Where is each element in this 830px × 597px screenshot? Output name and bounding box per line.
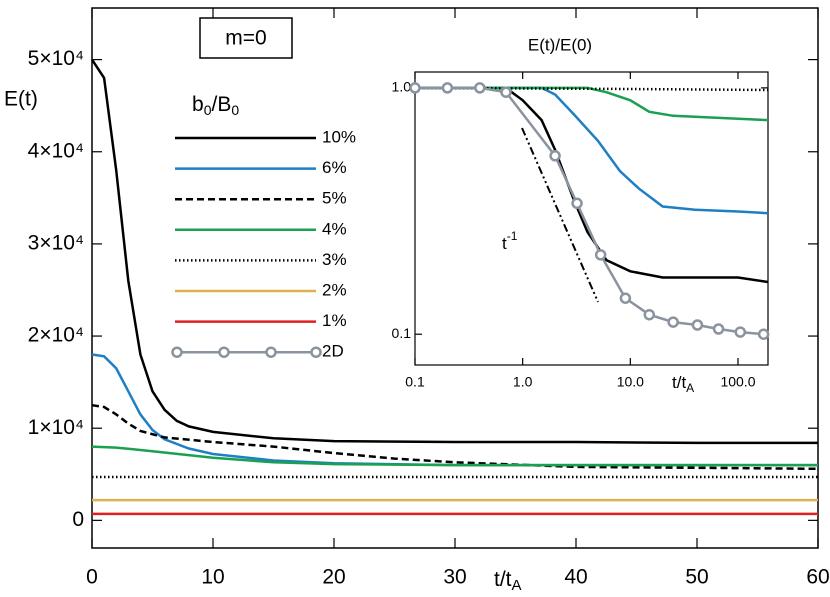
series-line	[415, 86, 769, 284]
series-line	[415, 86, 769, 215]
slope-exponent: -1	[507, 229, 518, 243]
series-point	[500, 86, 512, 98]
plot-area-0: 0 10 20 30 40 50 60 0 1×10⁴ 2×10⁴ 3×10⁴ 4×10⁴ 5×10⁴	[28, 8, 830, 589]
y-tick-label: 2×10⁴	[28, 324, 84, 347]
series-point	[691, 319, 704, 331]
plot-area-1: 0.1 1.0 10.0 100.0 1.0 0.1	[392, 72, 770, 390]
x-tick-label: 30	[443, 566, 466, 589]
y-tick-label: 0.1	[392, 325, 412, 341]
legend-label: 1%	[322, 311, 347, 330]
y-tick-label: 1.0	[392, 79, 412, 95]
inset-x-label-sub: A	[686, 381, 694, 395]
legend-label: 6%	[322, 158, 347, 177]
x-tick-label: 20	[322, 566, 345, 589]
y-tick-label: 4×10⁴	[28, 139, 84, 162]
legend-title-sub: 0	[204, 102, 212, 118]
annotation-box	[199, 17, 293, 59]
series-line	[91, 403, 819, 471]
series-point	[441, 82, 454, 94]
series-line	[91, 353, 818, 467]
legend-label: 2D	[322, 342, 344, 361]
inset-title: E(t)/E(0)	[528, 35, 592, 54]
series-point	[409, 82, 421, 94]
x-tick-label: 40	[564, 566, 587, 589]
series-line	[415, 86, 769, 122]
series-point	[594, 249, 607, 261]
y-tick-label: 0	[72, 508, 84, 531]
inset-frame	[414, 71, 769, 366]
series-point	[549, 150, 561, 162]
x-tick-label: 10	[201, 566, 224, 589]
legend-marker	[218, 346, 230, 358]
legend-label: 5%	[322, 189, 347, 208]
y-tick-label: 5×10⁴	[28, 47, 84, 70]
x-axis-label-main: t/t	[494, 568, 512, 591]
x-tick-label: 50	[685, 566, 708, 589]
series-point	[619, 292, 632, 304]
series-point	[757, 328, 770, 340]
legend-title-sub: 0	[231, 102, 239, 118]
legend-marker	[310, 346, 322, 358]
series-point	[712, 323, 725, 335]
legend-label: 4%	[322, 219, 347, 238]
legend-marker	[265, 346, 277, 358]
x-axis-label: t/tA	[494, 568, 522, 594]
legend-label: 3%	[322, 250, 347, 269]
y-tick-label: 3×10⁴	[28, 231, 84, 254]
y-axis-label: E(t)	[4, 88, 38, 111]
y-tick-label: 1×10⁴	[28, 416, 84, 439]
legend-title-part: /B	[211, 93, 231, 116]
slope-guide	[521, 127, 599, 303]
legend-label: 10%	[322, 127, 356, 146]
x-tick-label: 0	[86, 566, 98, 589]
series-line	[91, 445, 818, 467]
series-point	[571, 197, 583, 210]
series-point	[734, 326, 747, 338]
x-axis-label-sub: A	[512, 577, 522, 594]
legend-marker	[171, 346, 183, 358]
slope-label: t	[502, 234, 507, 253]
x-tick-label: 10.0	[617, 374, 644, 390]
x-tick-label: 0.1	[405, 374, 425, 390]
series-point	[643, 308, 656, 321]
series-point	[474, 82, 486, 94]
legend: 10% 6% 5% 4% 3% 2% 1% 2D	[171, 127, 356, 361]
x-tick-label: 1.0	[513, 374, 533, 390]
inset-x-axis-label: t/tA	[672, 373, 694, 395]
x-tick-label: 100.0	[720, 374, 755, 390]
slope-annotation: t-1	[502, 229, 518, 253]
series-line	[90, 58, 818, 445]
legend-title: b0/B0	[192, 93, 239, 118]
annotation: m=0	[225, 27, 266, 50]
legend-title-part: b	[192, 93, 204, 116]
series-point	[667, 316, 679, 328]
inset-x-label-main: t/t	[672, 373, 686, 392]
legend-label: 2%	[322, 280, 347, 299]
x-tick-label: 60	[806, 566, 829, 589]
